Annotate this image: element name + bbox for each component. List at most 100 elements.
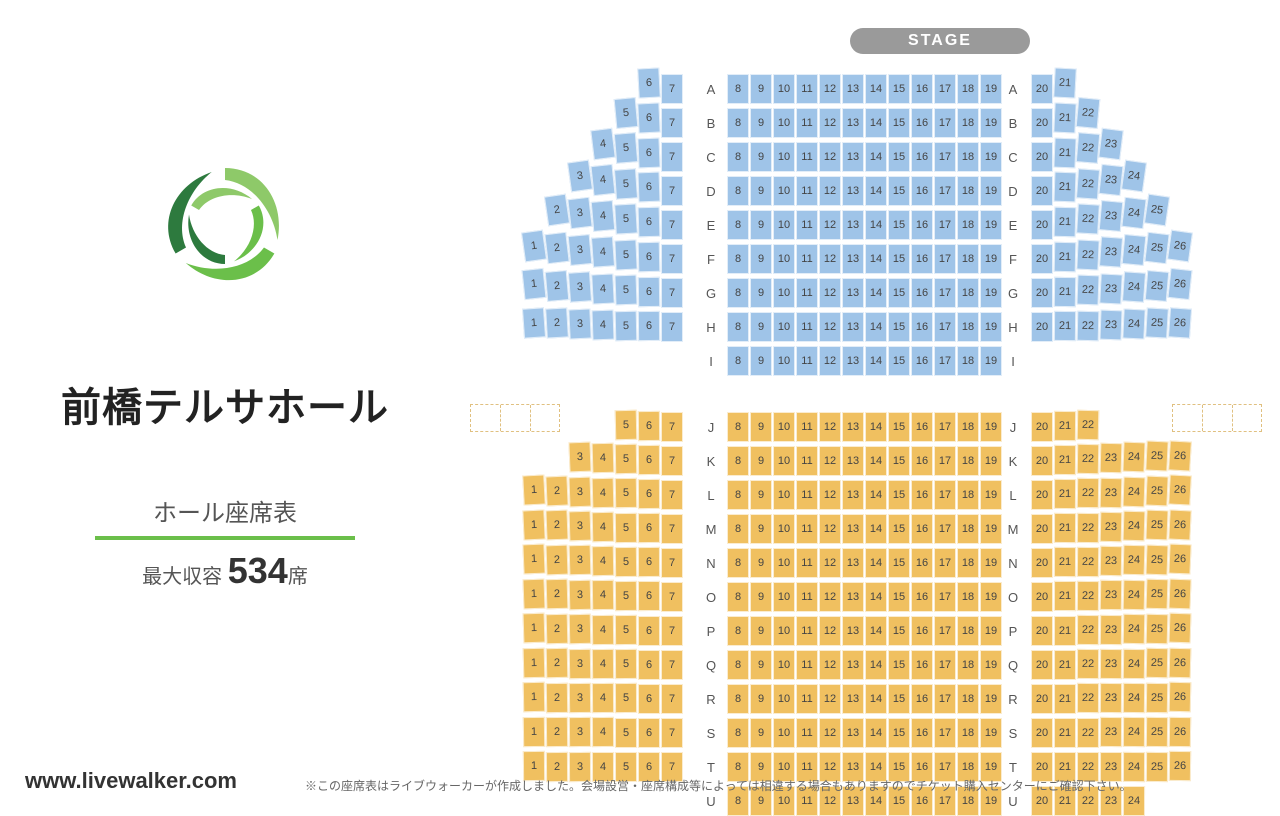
seat: 18 xyxy=(957,514,979,544)
seat: 11 xyxy=(796,142,818,172)
seat: 16 xyxy=(911,514,933,544)
seat: 18 xyxy=(957,650,979,680)
seat: 25 xyxy=(1145,308,1169,339)
seat: 11 xyxy=(796,616,818,646)
seat: 15 xyxy=(888,514,910,544)
seat: 25 xyxy=(1145,441,1168,472)
seat: 10 xyxy=(773,548,795,578)
venue-logo-icon xyxy=(150,150,300,305)
seat: 9 xyxy=(750,278,772,308)
seat: 7 xyxy=(661,210,683,240)
seat: 5 xyxy=(615,410,638,440)
seat: 8 xyxy=(727,74,749,104)
seat: 15 xyxy=(888,278,910,308)
seat: 9 xyxy=(750,650,772,680)
seat: 22 xyxy=(1077,444,1100,474)
seat: 6 xyxy=(638,650,660,680)
seat: 9 xyxy=(750,548,772,578)
seat: 18 xyxy=(957,312,979,342)
seat: 11 xyxy=(796,446,818,476)
seat: 4 xyxy=(592,546,615,576)
seat: 8 xyxy=(727,210,749,240)
row-label: N xyxy=(1005,548,1021,578)
seat: 14 xyxy=(865,616,887,646)
seat: 23 xyxy=(1100,683,1122,713)
seat: 18 xyxy=(957,108,979,138)
row-label: D xyxy=(703,176,719,206)
seat: 2 xyxy=(546,579,569,610)
seat: 11 xyxy=(796,684,818,714)
seat: 14 xyxy=(865,412,887,442)
seat: 22 xyxy=(1077,478,1100,508)
seat: 16 xyxy=(911,616,933,646)
seat: 21 xyxy=(1053,67,1077,98)
seat: 19 xyxy=(980,108,1002,138)
seat: 17 xyxy=(934,412,956,442)
seat: 8 xyxy=(727,346,749,376)
seat: 12 xyxy=(819,480,841,510)
seat: 7 xyxy=(661,278,683,308)
seat: 17 xyxy=(934,684,956,714)
seat: 8 xyxy=(727,616,749,646)
seat: 15 xyxy=(888,412,910,442)
seat: 12 xyxy=(819,108,841,138)
seat: 18 xyxy=(957,480,979,510)
seat: 17 xyxy=(934,446,956,476)
seat: 6 xyxy=(638,718,660,748)
seat: 12 xyxy=(819,210,841,240)
seat: 23 xyxy=(1100,512,1123,543)
seat: 16 xyxy=(911,142,933,172)
seat: 20 xyxy=(1031,74,1053,104)
seat: 14 xyxy=(865,74,887,104)
seat: 19 xyxy=(980,278,1002,308)
seat: 11 xyxy=(796,514,818,544)
seat: 8 xyxy=(727,312,749,342)
seat: 15 xyxy=(888,582,910,612)
seat: 26 xyxy=(1169,682,1192,712)
seat: 5 xyxy=(615,683,637,713)
seat: 10 xyxy=(773,142,795,172)
seat: 3 xyxy=(569,683,591,713)
seat: 7 xyxy=(661,480,683,510)
seat: 12 xyxy=(819,244,841,274)
seat: 2 xyxy=(546,682,569,712)
seat: 12 xyxy=(819,650,841,680)
seat: 16 xyxy=(911,718,933,748)
seat: 1 xyxy=(521,229,547,262)
seat: 4 xyxy=(592,649,614,679)
seat: 11 xyxy=(796,650,818,680)
seat: 26 xyxy=(1167,229,1193,262)
seat: 9 xyxy=(750,244,772,274)
seat: 8 xyxy=(727,684,749,714)
seat: 22 xyxy=(1076,203,1100,234)
seat: 26 xyxy=(1168,307,1192,338)
seat: 6 xyxy=(637,137,660,168)
seat: 13 xyxy=(842,616,864,646)
seat: 20 xyxy=(1031,446,1053,476)
seat: 9 xyxy=(750,108,772,138)
seat: 9 xyxy=(750,142,772,172)
seat: 18 xyxy=(957,142,979,172)
seat: 7 xyxy=(661,514,683,544)
seat: 9 xyxy=(750,176,772,206)
seat: 13 xyxy=(842,346,864,376)
seat: 25 xyxy=(1146,613,1169,644)
seat: 21 xyxy=(1053,102,1076,133)
seat: 13 xyxy=(842,108,864,138)
seat: 17 xyxy=(934,346,956,376)
seat: 5 xyxy=(614,168,638,199)
seat: 22 xyxy=(1076,168,1100,199)
subtitle: ホール座席表 xyxy=(153,493,297,528)
seat: 23 xyxy=(1099,309,1122,340)
seat: 16 xyxy=(911,108,933,138)
seat: 9 xyxy=(750,446,772,476)
seat: 25 xyxy=(1145,270,1170,302)
seat: 10 xyxy=(773,446,795,476)
seat: 11 xyxy=(796,346,818,376)
seat: 16 xyxy=(911,684,933,714)
seat: 21 xyxy=(1054,718,1076,748)
seat: 23 xyxy=(1100,443,1123,474)
seat: 4 xyxy=(591,237,615,268)
row-label: S xyxy=(1005,718,1021,748)
row-label: Q xyxy=(703,650,719,680)
